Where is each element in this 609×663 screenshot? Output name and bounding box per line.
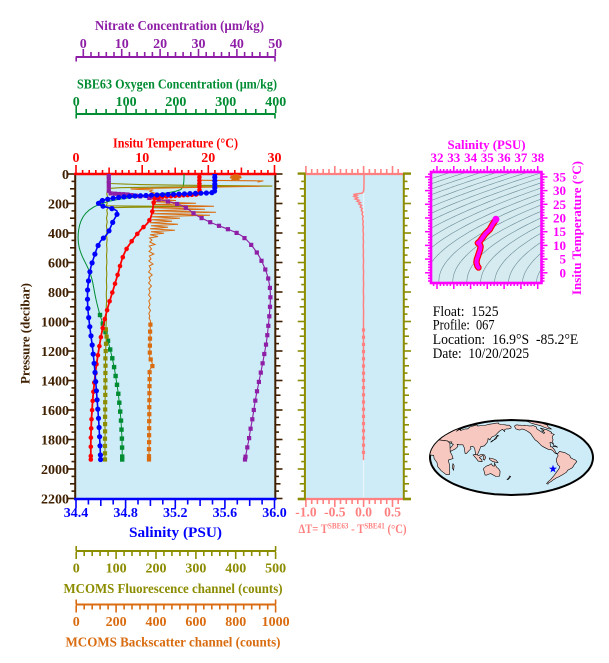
svg-text:200: 200 bbox=[48, 197, 69, 212]
svg-text:300: 300 bbox=[215, 95, 236, 110]
svg-text:33: 33 bbox=[447, 150, 461, 165]
svg-text:36: 36 bbox=[498, 150, 512, 165]
svg-text:200: 200 bbox=[165, 95, 186, 110]
svg-text:0: 0 bbox=[73, 615, 80, 630]
svg-text:200: 200 bbox=[146, 562, 167, 577]
svg-text:2200: 2200 bbox=[41, 492, 69, 507]
svg-text:Location: 16.9°S -85.2°E: Location: 16.9°S -85.2°E bbox=[433, 332, 579, 348]
svg-text:35: 35 bbox=[481, 150, 495, 165]
svg-text:0.5: 0.5 bbox=[384, 505, 401, 520]
svg-text:800: 800 bbox=[48, 286, 69, 301]
svg-text:35: 35 bbox=[553, 169, 567, 184]
svg-text:0.0: 0.0 bbox=[355, 505, 372, 520]
svg-text:100: 100 bbox=[116, 95, 137, 110]
svg-text:30: 30 bbox=[192, 37, 206, 52]
svg-text:34.4: 34.4 bbox=[64, 506, 89, 521]
svg-text:1200: 1200 bbox=[41, 345, 69, 360]
svg-text:1400: 1400 bbox=[41, 374, 69, 389]
svg-text:600: 600 bbox=[185, 615, 206, 630]
svg-text:34.8: 34.8 bbox=[113, 506, 138, 521]
svg-text:Insitu Temperature (°C): Insitu Temperature (°C) bbox=[113, 137, 238, 152]
svg-text:32: 32 bbox=[431, 150, 444, 165]
svg-text:1000: 1000 bbox=[262, 615, 290, 630]
svg-text:600: 600 bbox=[48, 256, 69, 271]
svg-text:50: 50 bbox=[268, 37, 282, 52]
svg-text:0: 0 bbox=[73, 95, 80, 110]
svg-text:Insitu Temperature (°C): Insitu Temperature (°C) bbox=[569, 161, 584, 295]
svg-text:ΔT= TSBE63 - TSBE41 (°C): ΔT= TSBE63 - TSBE41 (°C) bbox=[299, 522, 407, 537]
svg-text:36.0: 36.0 bbox=[262, 506, 287, 521]
svg-text:400: 400 bbox=[146, 615, 167, 630]
svg-text:20: 20 bbox=[153, 37, 167, 52]
svg-text:400: 400 bbox=[265, 95, 286, 110]
svg-text:800: 800 bbox=[225, 615, 246, 630]
svg-text:0: 0 bbox=[560, 265, 567, 280]
svg-text:Salinity (PSU): Salinity (PSU) bbox=[129, 525, 222, 541]
svg-text:20: 20 bbox=[201, 151, 215, 166]
svg-text:0: 0 bbox=[62, 168, 69, 183]
svg-text:0: 0 bbox=[73, 562, 80, 577]
svg-text:400: 400 bbox=[225, 562, 246, 577]
svg-text:15: 15 bbox=[553, 224, 567, 239]
svg-text:Nitrate Concentration (µm/kg): Nitrate Concentration (µm/kg) bbox=[95, 19, 264, 34]
svg-text:-1.0: -1.0 bbox=[295, 505, 317, 520]
svg-text:SBE63 Oxygen Concentration (µm: SBE63 Oxygen Concentration (µm/kg) bbox=[77, 78, 277, 93]
svg-text:40: 40 bbox=[230, 37, 244, 52]
svg-text:500: 500 bbox=[265, 562, 286, 577]
svg-text:200: 200 bbox=[106, 615, 127, 630]
svg-text:5: 5 bbox=[560, 252, 567, 267]
svg-text:30: 30 bbox=[553, 183, 566, 198]
svg-text:10: 10 bbox=[115, 37, 129, 52]
svg-text:0: 0 bbox=[73, 151, 80, 166]
svg-text:Date: 10/20/2025: Date: 10/20/2025 bbox=[433, 346, 529, 362]
svg-text:30: 30 bbox=[268, 151, 282, 166]
svg-text:300: 300 bbox=[185, 562, 206, 577]
svg-text:10: 10 bbox=[135, 151, 149, 166]
svg-text:MCOMS Fluorescence channel (co: MCOMS Fluorescence channel (counts) bbox=[64, 582, 283, 597]
svg-text:1000: 1000 bbox=[41, 315, 69, 330]
svg-text:100: 100 bbox=[106, 562, 127, 577]
svg-text:10: 10 bbox=[553, 238, 566, 253]
svg-text:1600: 1600 bbox=[41, 404, 69, 419]
svg-text:1800: 1800 bbox=[41, 433, 69, 448]
svg-text:20: 20 bbox=[553, 211, 566, 226]
svg-text:0: 0 bbox=[80, 37, 87, 52]
svg-text:38: 38 bbox=[531, 150, 545, 165]
svg-text:25: 25 bbox=[553, 197, 567, 212]
svg-text:37: 37 bbox=[514, 150, 528, 165]
svg-text:400: 400 bbox=[48, 227, 69, 242]
svg-text:Profile: 067: Profile: 067 bbox=[433, 317, 495, 333]
svg-text:-0.5: -0.5 bbox=[324, 505, 346, 520]
svg-text:34: 34 bbox=[464, 150, 478, 165]
svg-text:Float: 1525: Float: 1525 bbox=[433, 304, 499, 320]
svg-text:Pressure (decibar): Pressure (decibar) bbox=[18, 283, 33, 384]
svg-text:35.6: 35.6 bbox=[213, 506, 238, 521]
svg-text:35.2: 35.2 bbox=[163, 506, 188, 521]
svg-text:Salinity (PSU): Salinity (PSU) bbox=[448, 137, 526, 152]
svg-text:MCOMS Backscatter channel (cou: MCOMS Backscatter channel (counts) bbox=[66, 636, 281, 651]
svg-text:2000: 2000 bbox=[41, 463, 69, 478]
